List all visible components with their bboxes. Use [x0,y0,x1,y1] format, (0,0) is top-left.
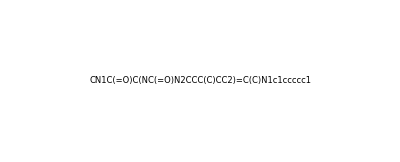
Text: CN1C(=O)C(NC(=O)N2CCC(C)CC2)=C(C)N1c1ccccc1: CN1C(=O)C(NC(=O)N2CCC(C)CC2)=C(C)N1c1ccc… [89,76,311,86]
